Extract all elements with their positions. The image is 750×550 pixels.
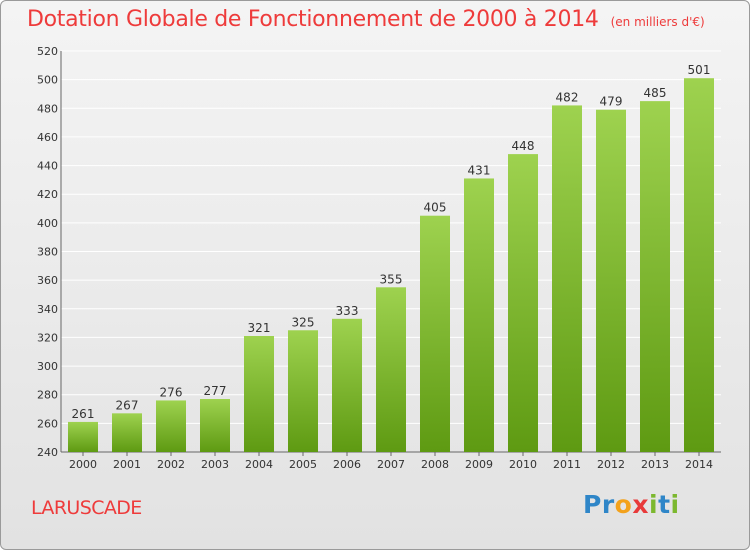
value-label: 355	[380, 272, 403, 286]
x-tick-labels: 2000 2001 2002 2003 2004 2005 2006 2007 2008 2009…	[69, 458, 713, 471]
proxiti-logo: Proxiti	[583, 490, 680, 519]
bar-2003	[200, 399, 230, 452]
value-label: 325	[292, 315, 315, 329]
y-tick-label: 260	[37, 417, 58, 430]
y-tick-label: 240	[37, 446, 58, 459]
x-tick-label: 2007	[377, 458, 405, 471]
x-tick-label: 2013	[641, 458, 669, 471]
chart-title-text: Dotation Globale de Fonctionnement de 20…	[27, 7, 599, 32]
bar-2006	[332, 318, 362, 452]
value-label: 276	[160, 385, 183, 399]
x-tick-label: 2009	[465, 458, 493, 471]
bar-2000	[68, 421, 98, 452]
bar-2002	[156, 400, 186, 452]
y-tick-label: 340	[37, 303, 58, 316]
x-tick-label: 2012	[597, 458, 625, 471]
y-tick-label: 460	[37, 131, 58, 144]
bar-2005	[288, 330, 318, 452]
x-tick-label: 2000	[69, 458, 97, 471]
value-label: 485	[644, 86, 667, 100]
y-tick-label: 400	[37, 217, 58, 230]
y-tick-labels: 240 260 280 300 320 340 360 380 400 420 440 460 480 5…	[37, 45, 58, 459]
y-tick-label: 420	[37, 188, 58, 201]
value-label: 333	[336, 304, 359, 318]
chart-title: Dotation Globale de Fonctionnement de 20…	[27, 7, 705, 32]
value-label: 501	[688, 63, 711, 77]
x-tick-label: 2011	[553, 458, 581, 471]
bar-2007	[376, 287, 406, 452]
y-tick-label: 300	[37, 360, 58, 373]
bar-2008	[420, 215, 450, 452]
bar-2014	[684, 78, 714, 452]
value-labels: 261 267 276 277 321 325 333 355 405 431 448 482 479 4…	[72, 63, 711, 421]
x-tick-label: 2001	[113, 458, 141, 471]
y-tick-label: 320	[37, 331, 58, 344]
y-tick-label: 480	[37, 102, 58, 115]
value-label: 479	[600, 95, 623, 109]
x-tick-label: 2014	[685, 458, 713, 471]
x-tick-label: 2006	[333, 458, 361, 471]
bar-2011	[552, 105, 582, 453]
value-label: 448	[512, 139, 535, 153]
x-tick-label: 2004	[245, 458, 273, 471]
x-tick-label: 2002	[157, 458, 185, 471]
value-label: 261	[72, 407, 95, 421]
value-label: 321	[248, 321, 271, 335]
value-label: 267	[116, 398, 139, 412]
bar-2009	[464, 178, 494, 453]
value-label: 482	[556, 90, 579, 104]
y-tick-label: 360	[37, 274, 58, 287]
bar-2013	[640, 101, 670, 452]
x-tick-label: 2008	[421, 458, 449, 471]
x-tick-label: 2003	[201, 458, 229, 471]
y-tick-label: 280	[37, 389, 58, 402]
x-tick-label: 2005	[289, 458, 317, 471]
commune-name: LARUSCADE	[31, 497, 142, 519]
bar-2004	[244, 335, 274, 452]
value-label: 405	[424, 201, 447, 215]
y-tick-label: 520	[37, 45, 58, 58]
bar-2001	[112, 413, 142, 452]
y-tick-label: 500	[37, 74, 58, 87]
bar-2010	[508, 154, 538, 452]
value-label: 431	[468, 163, 491, 177]
y-tick-label: 380	[37, 246, 58, 259]
value-label: 277	[204, 384, 227, 398]
y-tick-label: 440	[37, 160, 58, 173]
bars	[68, 78, 714, 453]
chart-subtitle: (en milliers d'€)	[610, 15, 705, 29]
bar-2012	[596, 109, 626, 452]
x-tick-label: 2010	[509, 458, 537, 471]
